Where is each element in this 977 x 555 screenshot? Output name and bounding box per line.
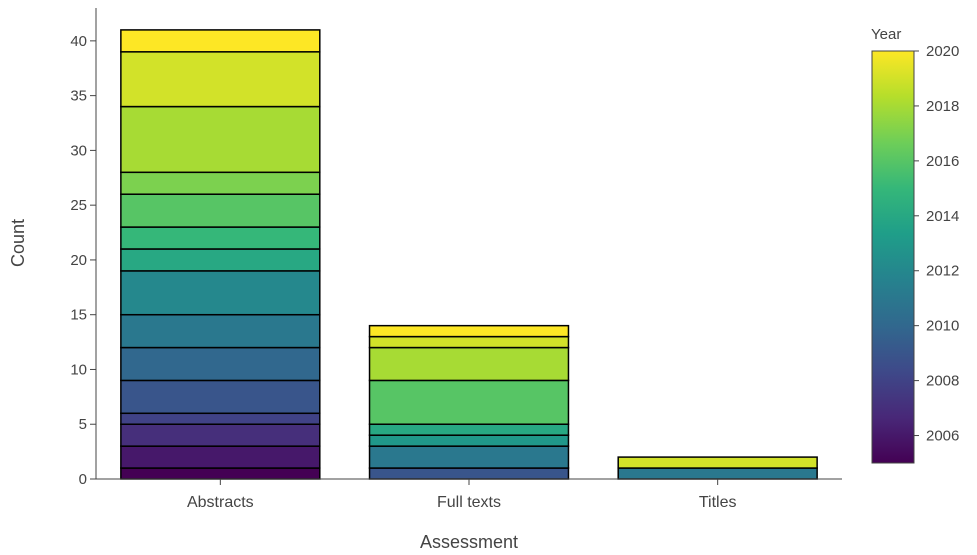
bar-segment (120, 105, 321, 174)
colorbar-tick-label: 2006 (926, 428, 959, 445)
bar-segment (120, 412, 321, 425)
bar-segment (368, 445, 570, 469)
bars-group (120, 29, 818, 480)
x-tick-label: Titles (699, 494, 737, 511)
bar-segment (368, 379, 570, 425)
y-tick-label: 25 (70, 197, 87, 214)
colorbar-tick-label: 2018 (926, 98, 959, 115)
colorbar-tick-label: 2012 (926, 263, 959, 280)
y-tick-label: 15 (70, 307, 87, 324)
bar-segment (120, 467, 321, 480)
y-tick-label: 35 (70, 88, 87, 105)
bar-segment (120, 379, 321, 415)
x-axis-title: Assessment (420, 532, 518, 552)
bar-segment (617, 467, 818, 480)
colorbar-tick-label: 2016 (926, 153, 959, 170)
y-tick-label: 10 (70, 361, 87, 378)
bar-segment (120, 270, 321, 316)
y-axis-title: Count (8, 219, 28, 267)
colorbar: Year 2006 2008 2010 2012 2014 2016 2018 2020 (871, 26, 959, 464)
bar-segment (368, 335, 570, 349)
colorbar-ticks: 2006 2008 2010 2012 2014 2016 2018 2020 (914, 43, 959, 445)
bar-segment (120, 423, 321, 447)
bar-segment (368, 467, 570, 480)
x-axis-ticks: Abstracts Full texts Titles (187, 479, 736, 511)
bar-segment (120, 248, 321, 272)
bar-segment (120, 346, 321, 382)
colorbar-tick-label: 2008 (926, 373, 959, 390)
bar-segment (368, 434, 570, 447)
y-axis-ticks: 0 5 10 15 20 25 30 35 40 (70, 33, 96, 488)
bar-segment (617, 456, 818, 469)
colorbar-tick-label: 2020 (926, 43, 959, 60)
bar-segment (368, 423, 570, 436)
y-tick-label: 0 (79, 471, 87, 488)
bar-segment (368, 346, 570, 382)
colorbar-tick-label: 2010 (926, 318, 959, 335)
bar-segment (368, 324, 570, 338)
y-tick-label: 20 (70, 252, 87, 269)
y-tick-label: 40 (70, 33, 87, 50)
bar-segment (120, 29, 321, 53)
colorbar-title: Year (871, 26, 901, 43)
bar-segment (120, 51, 321, 108)
colorbar-tick-label: 2014 (926, 208, 959, 225)
y-tick-label: 5 (79, 416, 87, 433)
bar-segment (120, 445, 321, 469)
bar-segment (120, 226, 321, 250)
colorbar-gradient (871, 50, 915, 464)
bar-segment (120, 171, 321, 195)
x-tick-label: Abstracts (187, 494, 254, 511)
bar-segment (120, 313, 321, 349)
x-tick-label: Full texts (437, 494, 501, 511)
y-tick-label: 30 (70, 142, 87, 159)
bar-segment (120, 193, 321, 228)
